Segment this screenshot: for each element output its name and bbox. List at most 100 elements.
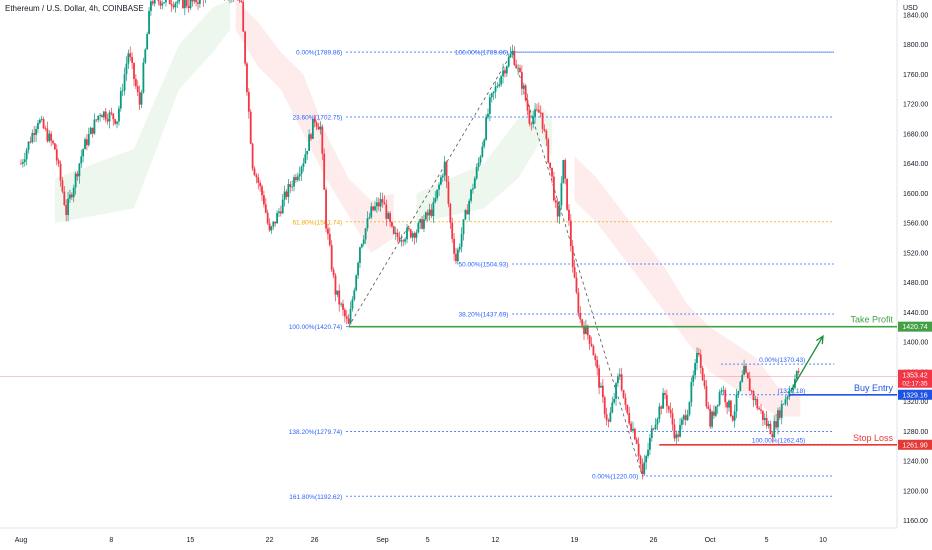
candle-body [61,180,64,192]
candle-body [340,303,343,305]
candle-body [308,134,310,151]
price-tag-stop-loss-bg [898,439,932,450]
candle-body [502,70,504,77]
candle-body [142,62,145,93]
candle-body [370,206,373,218]
candle-body [436,189,439,199]
candle-body [613,398,616,403]
y-tick-label: 1440.00 [903,310,928,317]
candle-body [278,211,280,213]
candle-body [133,62,135,79]
candle-body [396,232,399,238]
candle-body [195,0,198,3]
candle-body [157,0,160,2]
candle-body [635,439,638,444]
candle-body [259,182,262,187]
candle-body [383,202,386,205]
candle-body [649,437,651,450]
candle-body [585,325,587,334]
candle-body [754,399,757,401]
candle-body [441,175,444,178]
candle-body [473,178,476,189]
candle-body [456,249,459,262]
candle-body [419,219,422,223]
candle-body [37,123,39,130]
fib-level-label: 138.20%(1279.74) [289,429,343,436]
level-label-stop-loss: Stop Loss [853,433,894,443]
candle-body [658,406,661,419]
candle-body [389,213,391,222]
candle-body [795,371,798,379]
candle-body [575,277,578,293]
candle-body [426,212,429,216]
candle-body [423,219,425,229]
candle-body [509,53,512,58]
candle-body [468,200,471,215]
candle-body [607,420,610,422]
fibonacci-levels[interactable]: 0.00%(1789.86) 23.60%(1702.75) 61.80%(1561… [289,50,835,501]
candle-body [690,381,693,403]
candle-body [242,2,245,32]
candle-body [321,126,324,154]
candle-body [558,205,561,217]
candle-body [138,92,141,105]
candle-body [743,365,745,376]
candle-body [97,115,100,120]
candle-body [662,392,665,409]
candle-body [784,399,787,404]
candle-body [101,115,103,118]
x-tick-label: 12 [492,537,500,544]
price-tag-take-profit-bg [898,321,932,332]
candle-body [86,139,88,146]
candle-body [694,362,697,376]
candle-body [266,212,269,224]
candle-body [42,119,45,129]
candle-body [688,402,691,415]
candle-body [519,67,521,73]
candle-body [264,204,267,213]
candle-body [165,0,167,3]
candle-body [93,119,96,134]
x-tick-label: 5 [426,537,430,544]
candle-body [771,434,774,438]
y-tick-label: 1200.00 [903,488,928,495]
candle-body [306,150,309,155]
candle-body [455,253,457,262]
candle-body [310,134,312,139]
chart-title: Ethereum / U.S. Dollar, 4h, COINBASE [5,4,144,13]
candle-body [29,141,32,143]
candle-body [577,292,580,313]
candle-body [372,206,375,211]
candle-body [313,118,316,123]
candle-body [520,72,523,89]
candle-body [274,221,277,224]
candle-body [504,70,506,74]
candle-body [283,191,286,200]
candle-body [581,319,584,326]
price-tag-current-bg [898,369,932,388]
candle-body [449,204,452,223]
candle-body [600,385,602,388]
candle-body [466,210,469,215]
candle-body [398,237,401,242]
candle-body [168,0,171,5]
trade-levels[interactable]: Take Profit Buy Entry Stop Loss [0,315,897,446]
candle-body [733,411,736,421]
candle-body [334,275,337,295]
candle-body [669,409,672,414]
price-tag-stop-loss: 1261.90 [902,442,927,449]
candle-body [182,0,184,9]
candle-body [261,186,263,196]
candle-body [270,226,273,231]
candle-body [121,90,124,92]
candle-body [511,50,514,54]
candle-body [534,109,536,117]
candle-body [279,211,282,214]
candle-body [80,156,83,164]
candle-body [327,228,329,235]
y-tick-label: 1320.00 [903,399,928,406]
candle-body [146,34,149,50]
candle-body [620,374,623,390]
candle-body [464,210,467,220]
